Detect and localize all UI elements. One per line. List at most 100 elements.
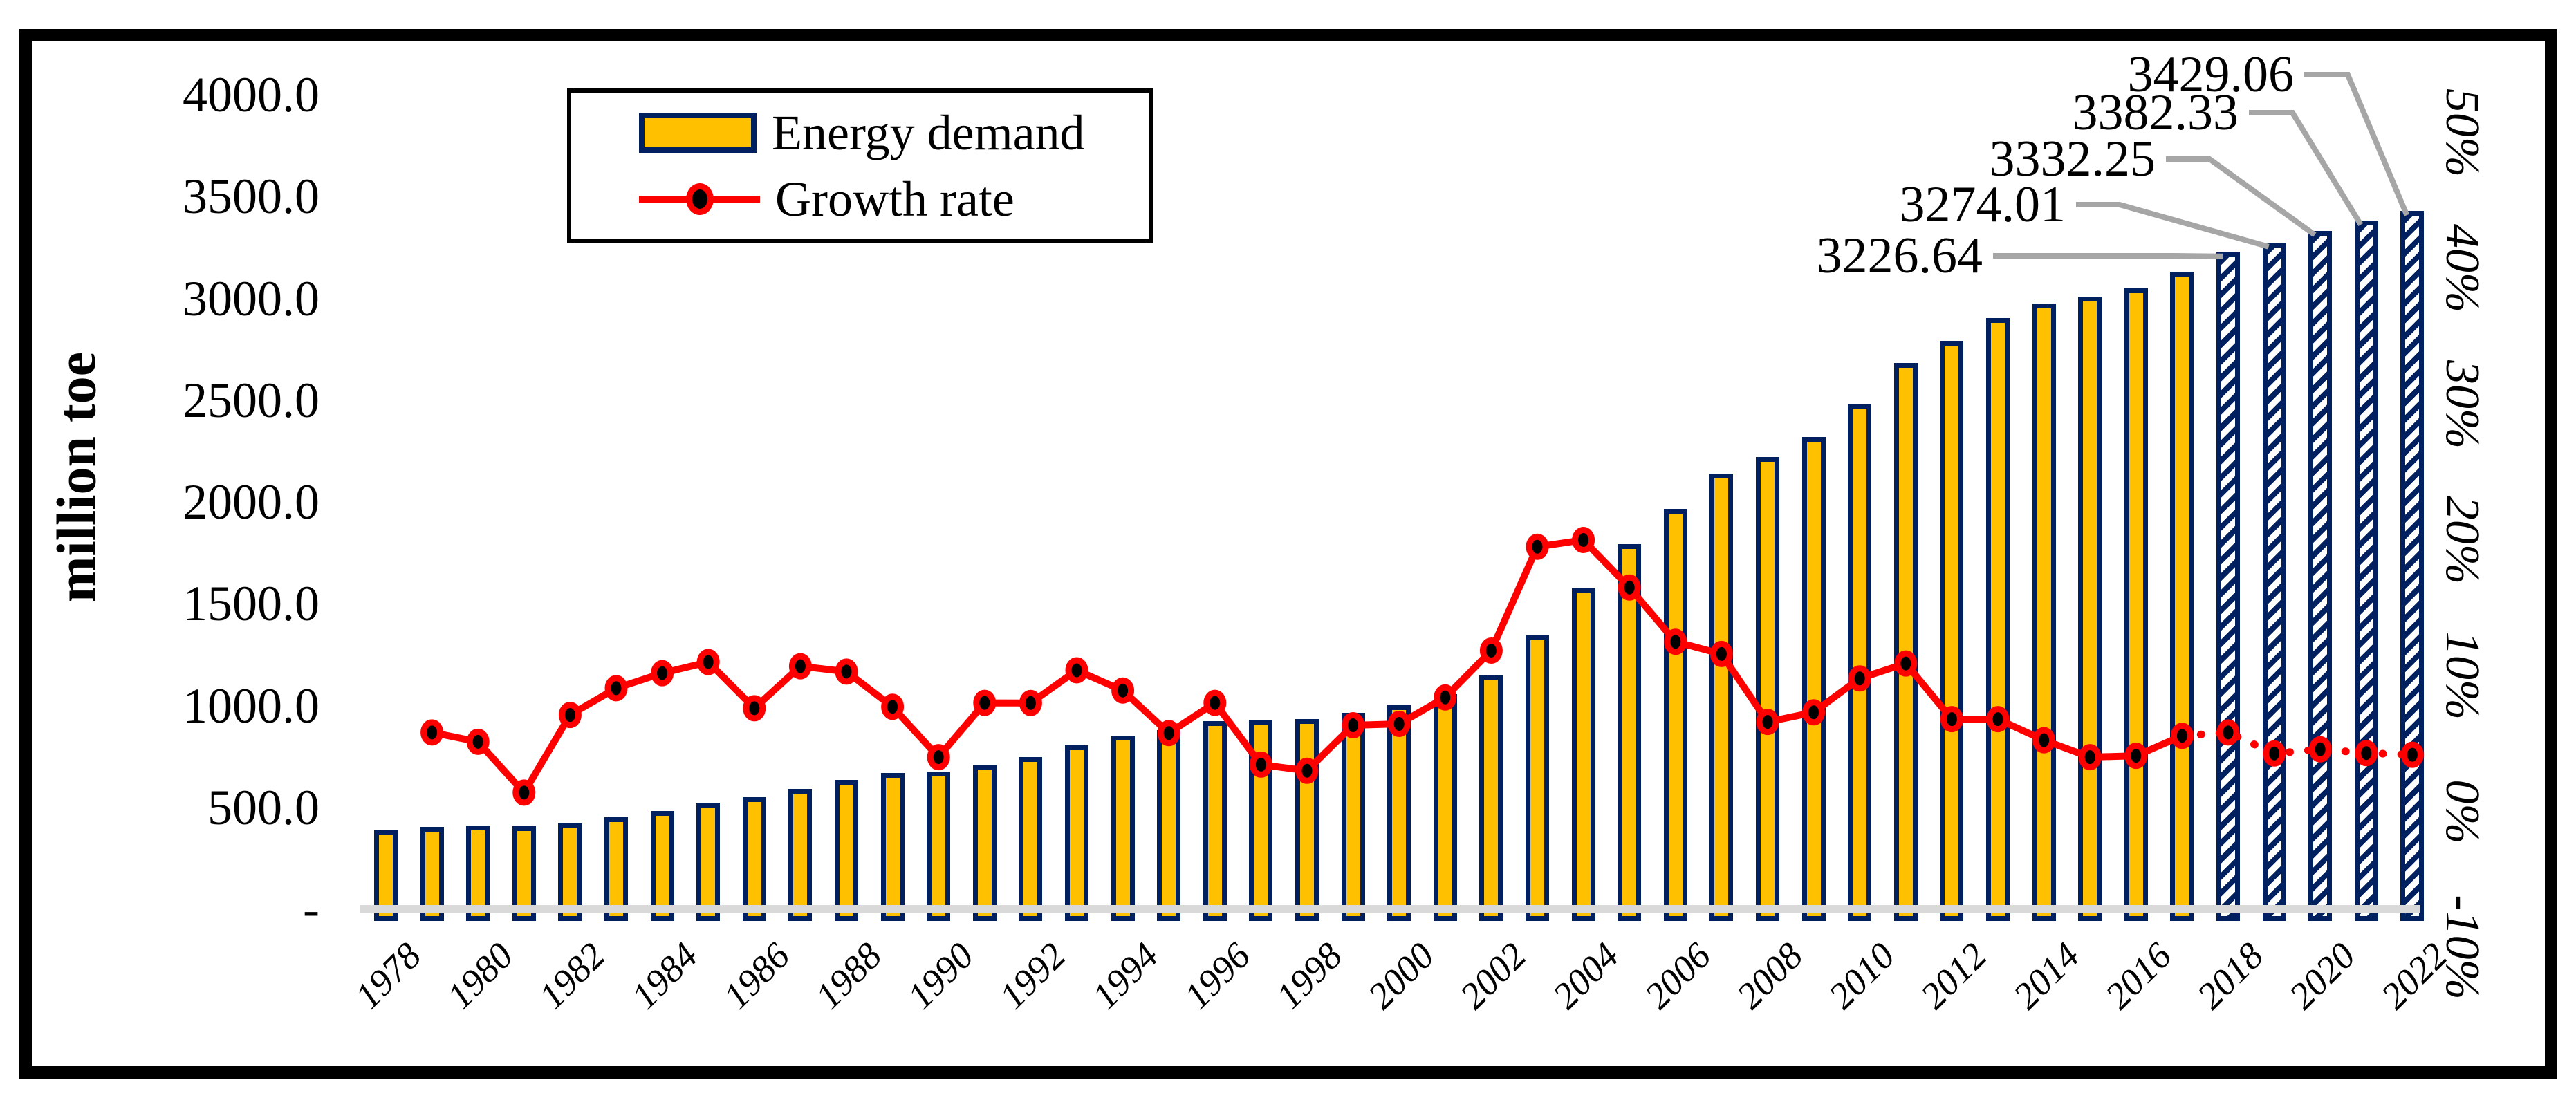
energy-demand-swatch-icon bbox=[639, 113, 757, 153]
growth-rate-marker-1987 bbox=[788, 653, 812, 680]
growth-rate-line bbox=[431, 537, 2184, 796]
bar-2017 bbox=[2170, 271, 2194, 921]
growth-rate-marker-2010 bbox=[1848, 665, 1871, 692]
forecast-bar-2018 bbox=[2216, 252, 2240, 921]
growth-rate-marker-2003 bbox=[1526, 533, 1549, 560]
forecast-bar-2020 bbox=[2308, 230, 2333, 921]
growth-rate-marker-2004 bbox=[1572, 527, 1595, 553]
growth-rate-marker-1998 bbox=[1295, 757, 1319, 784]
bar-1988 bbox=[835, 779, 858, 921]
callout-label-2019: 3274.01 bbox=[1899, 176, 2066, 233]
growth-rate-marker-2005 bbox=[1618, 574, 1641, 601]
bar-2007 bbox=[1709, 474, 1734, 921]
x-axis-line bbox=[360, 905, 2420, 913]
bar-2003 bbox=[1526, 635, 1549, 921]
growth-rate-marker-2022 bbox=[2400, 741, 2424, 768]
y-tick--: - bbox=[303, 882, 319, 937]
forecast-bar-2021 bbox=[2354, 220, 2378, 921]
bar-1985 bbox=[696, 802, 721, 921]
growth-rate-marker-2001 bbox=[1434, 684, 1457, 711]
bar-2008 bbox=[1756, 457, 1779, 921]
bar-1991 bbox=[972, 764, 997, 921]
bar-1999 bbox=[1341, 712, 1365, 921]
growth-rate-marker-2012 bbox=[1940, 706, 1963, 733]
bar-2016 bbox=[2124, 288, 2148, 921]
y-tick-3500.0: 3500.0 bbox=[183, 169, 319, 225]
bar-1984 bbox=[650, 810, 674, 921]
bar-1989 bbox=[880, 773, 905, 921]
bar-2002 bbox=[1479, 674, 1503, 921]
y-tick-4000.0: 4000.0 bbox=[183, 67, 319, 122]
growth-rate-marker-icon bbox=[685, 183, 714, 215]
forecast-bar-2022 bbox=[2400, 211, 2425, 921]
growth-rate-marker-2014 bbox=[2032, 727, 2056, 754]
legend: Energy demand Growth rate bbox=[567, 88, 1153, 243]
growth-rate-marker-2013 bbox=[1986, 706, 2010, 733]
growth-rate-marker-2008 bbox=[1756, 709, 1779, 736]
growth-rate-marker-1984 bbox=[651, 660, 674, 687]
y-tick-1000.0: 1000.0 bbox=[183, 678, 319, 734]
growth-rate-marker-2000 bbox=[1387, 711, 1411, 737]
forecast-bar-2019 bbox=[2262, 242, 2286, 921]
callout-label-2022: 3429.06 bbox=[2127, 46, 2295, 103]
growth-rate-marker-1994 bbox=[1111, 677, 1135, 704]
growth-rate-marker-1999 bbox=[1342, 712, 1365, 738]
bar-2012 bbox=[1940, 341, 1964, 921]
growth-rate-marker-1996 bbox=[1203, 689, 1227, 716]
growth-rate-marker-2017 bbox=[2170, 723, 2194, 749]
growth-rate-marker-2006 bbox=[1664, 628, 1687, 655]
growth-rate-marker-2015 bbox=[2078, 744, 2102, 771]
bar-1980 bbox=[466, 825, 490, 921]
y-tick-2000.0: 2000.0 bbox=[183, 474, 319, 530]
growth-rate-marker-1979 bbox=[420, 719, 444, 746]
bar-1998 bbox=[1295, 719, 1319, 921]
growth-rate-marker-2009 bbox=[1802, 699, 1826, 726]
y-tick-500.0: 500.0 bbox=[207, 779, 319, 835]
growth-rate-marker-2011 bbox=[1894, 650, 1918, 677]
legend-label-growth-rate: Growth rate bbox=[775, 171, 1014, 227]
bar-1986 bbox=[742, 797, 766, 921]
bar-2011 bbox=[1893, 362, 1918, 921]
callout-leader-2018 bbox=[1993, 253, 2223, 259]
growth-rate-marker-2021 bbox=[2355, 740, 2378, 767]
growth-rate-marker-1988 bbox=[835, 658, 858, 685]
bar-1982 bbox=[558, 823, 582, 921]
bar-1987 bbox=[788, 788, 813, 921]
bar-2005 bbox=[1618, 544, 1642, 921]
bar-1995 bbox=[1157, 730, 1181, 921]
growth-rate-line-marker-icon bbox=[639, 183, 760, 215]
bar-1983 bbox=[604, 817, 628, 921]
bar-2000 bbox=[1387, 705, 1411, 921]
bar-2006 bbox=[1663, 509, 1687, 921]
growth-rate-forecast-dotted-line bbox=[2178, 728, 2416, 759]
bar-1993 bbox=[1065, 745, 1088, 921]
callout-label-2021: 3382.33 bbox=[2072, 84, 2239, 141]
callout-label-2020: 3332.25 bbox=[1989, 131, 2156, 187]
growth-rate-marker-2019 bbox=[2263, 740, 2286, 767]
callout-leader-2021 bbox=[2249, 110, 2364, 226]
growth-rate-marker-2016 bbox=[2124, 743, 2148, 770]
growth-rate-marker-1982 bbox=[558, 702, 582, 729]
bar-1994 bbox=[1111, 735, 1135, 921]
growth-rate-marker-1985 bbox=[696, 649, 720, 675]
growth-rate-marker-1980 bbox=[466, 728, 490, 755]
callout-leader-2019 bbox=[2076, 202, 2270, 250]
figure-border bbox=[19, 29, 2557, 1079]
bar-2015 bbox=[2078, 296, 2102, 921]
growth-rate-marker-2002 bbox=[1479, 637, 1503, 664]
legend-label-energy-demand: Energy demand bbox=[772, 105, 1085, 160]
growth-rate-marker-1983 bbox=[604, 675, 628, 702]
bar-2014 bbox=[2032, 304, 2056, 921]
growth-rate-marker-1992 bbox=[1019, 689, 1042, 716]
bar-2009 bbox=[1801, 436, 1826, 921]
legend-item-energy-demand: Energy demand bbox=[571, 106, 1149, 159]
bar-2001 bbox=[1433, 693, 1457, 921]
growth-rate-marker-1995 bbox=[1157, 720, 1180, 747]
growth-rate-marker-2018 bbox=[2216, 719, 2240, 746]
bar-2004 bbox=[1571, 588, 1595, 921]
growth-rate-marker-1991 bbox=[973, 689, 997, 716]
callout-leader-2020 bbox=[2166, 156, 2317, 237]
legend-item-growth-rate: Growth rate bbox=[571, 173, 1149, 225]
